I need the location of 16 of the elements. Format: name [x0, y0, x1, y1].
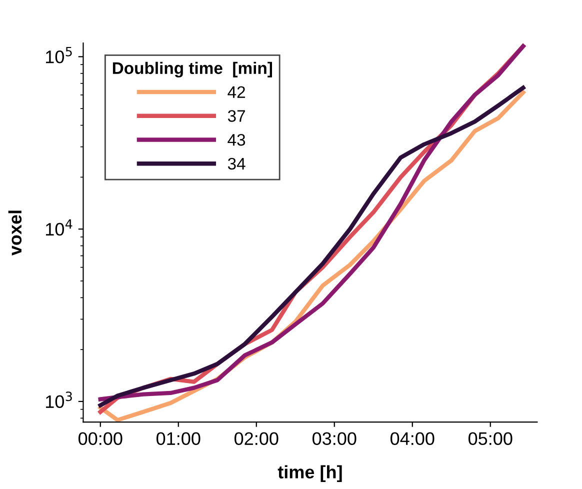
x-axis-title: time [h] [278, 465, 342, 482]
y-tick-label: 10$^{3}$ [46, 392, 72, 408]
x-tick-label: 03:00 [312, 432, 356, 445]
y-axis-title: voxel [8, 210, 22, 256]
legend-label: 37 [228, 110, 245, 122]
x-tick-label: 02:00 [234, 432, 278, 445]
x-tick-label: 04:00 [390, 432, 434, 445]
legend-label: 43 [228, 134, 246, 146]
y-tick-label: 10$^{4}$ [46, 219, 72, 236]
y-tick-label: 10$^{5}$ [46, 46, 72, 64]
x-tick-label: 00:00 [78, 432, 122, 445]
x-tick-label: 01:00 [156, 432, 200, 445]
x-tick-label: 05:00 [468, 432, 512, 445]
legend-title: Doubling time [min] [112, 62, 272, 78]
legend-label: 42 [228, 86, 245, 98]
legend-label: 34 [228, 158, 246, 170]
